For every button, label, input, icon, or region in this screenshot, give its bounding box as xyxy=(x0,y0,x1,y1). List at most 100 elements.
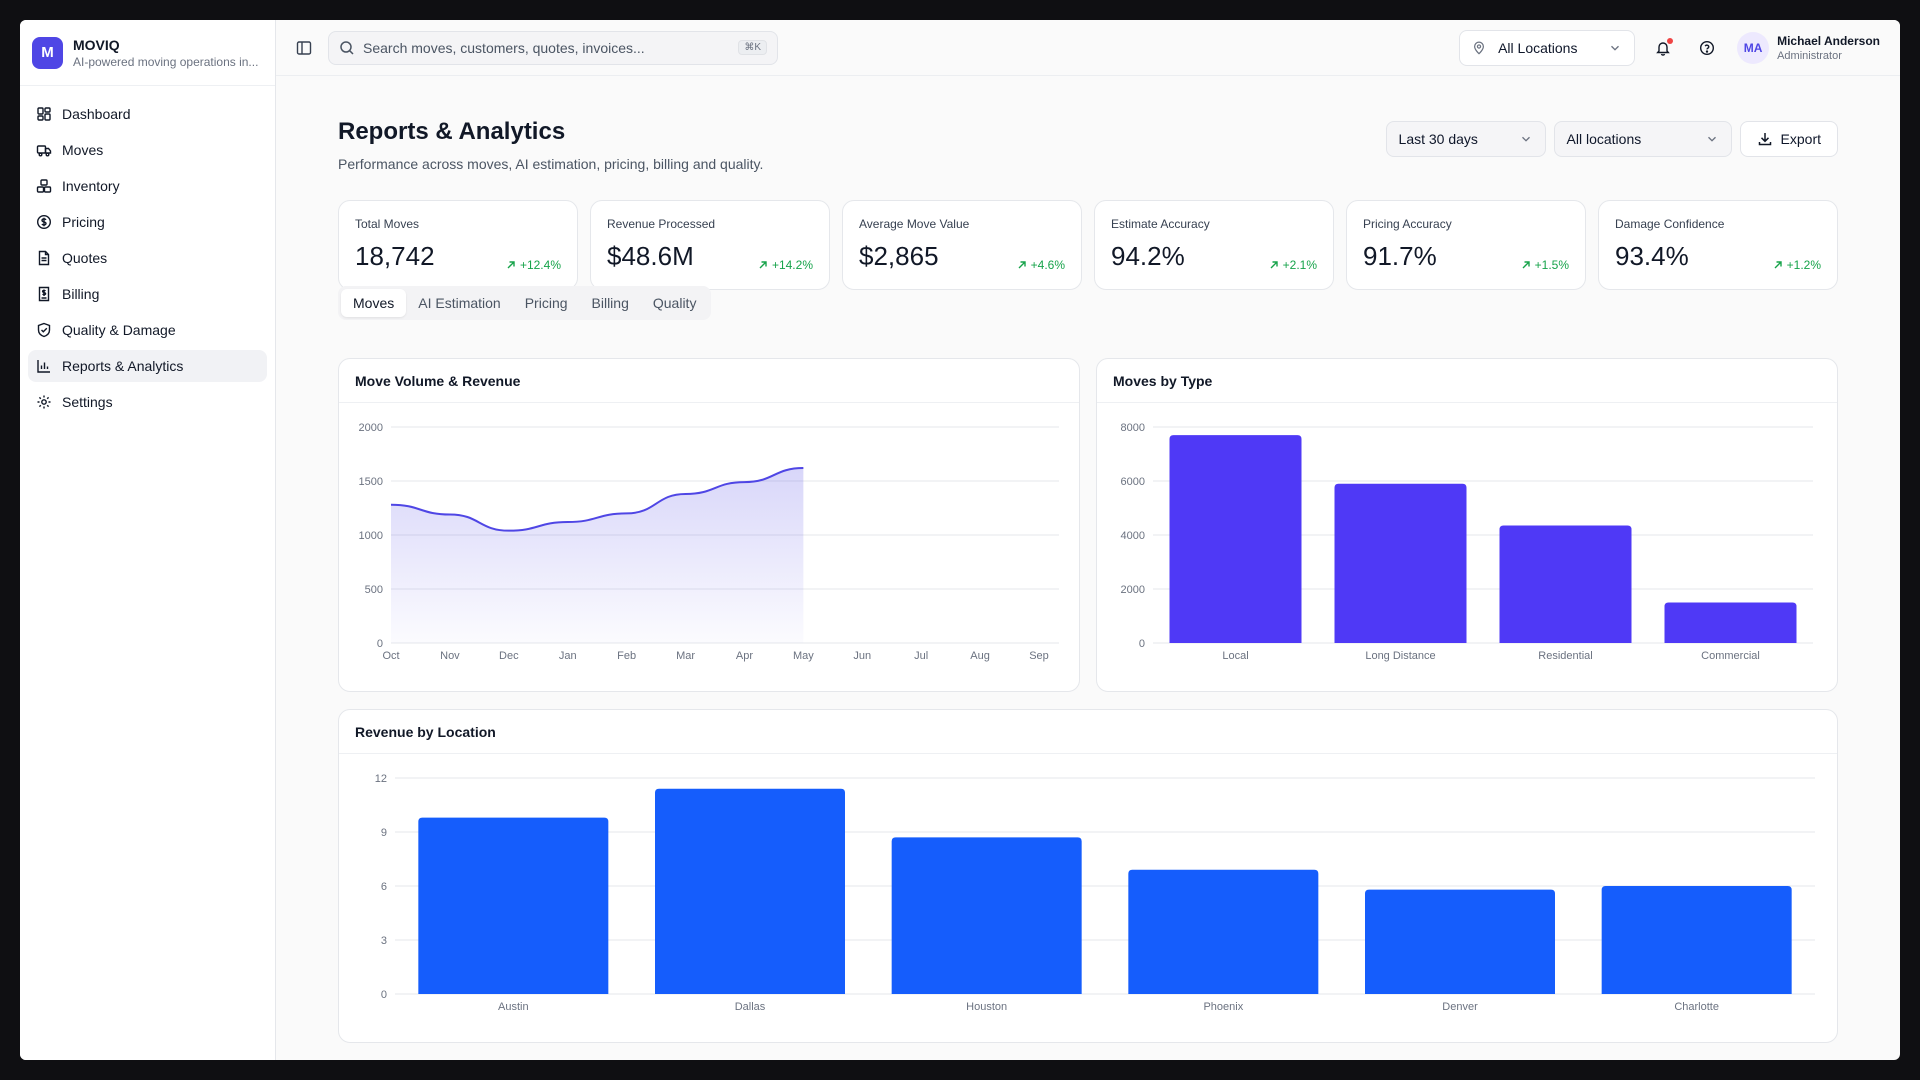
sidebar-item-settings[interactable]: Settings xyxy=(28,386,267,418)
sidebar-item-quality-damage[interactable]: Quality & Damage xyxy=(28,314,267,346)
y-tick-label: 6 xyxy=(381,881,387,893)
arrow-up-right-icon xyxy=(759,261,767,269)
stat-card-revenue-processed: Revenue Processed $48.6M +14.2% xyxy=(590,200,830,290)
x-tick-label: Local xyxy=(1222,650,1248,662)
bar xyxy=(1601,886,1792,994)
x-tick-label: Commercial xyxy=(1701,650,1760,662)
stats-row: Total Moves 18,742 +12.4% Revenue Proces… xyxy=(338,200,1838,290)
gear-icon xyxy=(37,395,51,409)
x-tick-label: Phoenix xyxy=(1203,1001,1243,1013)
chevron-down-icon xyxy=(1611,45,1620,51)
truck-icon xyxy=(36,145,52,157)
page-actions: Last 30 days All locations Export xyxy=(1378,121,1838,157)
sidebar-item-dashboard[interactable]: Dashboard xyxy=(28,98,267,130)
move-volume-chart: 0 500 1000 1500 2000 Oct Nov Dec Jan Feb Mar Apr May… xyxy=(359,422,1059,662)
y-tick-label: 500 xyxy=(365,584,383,596)
export-button[interactable]: Export xyxy=(1739,121,1838,157)
bar xyxy=(891,837,1082,994)
y-tick-label: 8000 xyxy=(1121,422,1145,434)
sidebar-item-quotes[interactable]: Quotes xyxy=(28,242,267,274)
sidebar-item-label: Quality & Damage xyxy=(62,322,176,338)
tab-ai-estimation[interactable]: AI Estimation xyxy=(418,295,501,311)
x-tick-label: Charlotte xyxy=(1674,1001,1719,1013)
move-volume-card: Move Volume & Revenue 0 500 1000 1500 2000 Oc… xyxy=(338,358,1080,692)
chevron-down-icon xyxy=(1521,136,1530,142)
stat-value: 91.7% xyxy=(1363,241,1437,271)
sidebar-item-label: Reports & Analytics xyxy=(62,358,184,374)
y-tick-label: 0 xyxy=(377,638,383,650)
bell-icon xyxy=(1656,41,1670,56)
avatar[interactable]: MA xyxy=(1737,31,1770,64)
x-tick-label: Apr xyxy=(736,650,753,662)
sidebar-item-pricing[interactable]: Pricing xyxy=(28,206,267,238)
stat-value: 93.4% xyxy=(1615,241,1689,271)
y-tick-label: 0 xyxy=(1139,638,1145,650)
sidebar-item-label: Billing xyxy=(62,286,100,302)
sidebar-item-label: Pricing xyxy=(62,214,105,230)
y-tick-label: 3 xyxy=(381,935,387,947)
location-select-value: All Locations xyxy=(1498,39,1578,56)
sidebar-item-inventory[interactable]: Inventory xyxy=(28,170,267,202)
stat-delta-value: +4.6% xyxy=(1030,258,1065,272)
arrow-up-right-icon xyxy=(1270,261,1278,269)
card-title: Moves by Type xyxy=(1097,359,1837,403)
arrow-up-right-icon xyxy=(1018,261,1026,269)
stat-delta: +4.6% xyxy=(1017,258,1065,272)
locations-select[interactable]: All locations xyxy=(1553,121,1732,157)
bar xyxy=(655,788,845,994)
search-icon xyxy=(340,40,354,55)
stat-label: Total Moves xyxy=(355,217,420,231)
stat-delta-value: +2.1% xyxy=(1282,258,1317,272)
notifications-button[interactable] xyxy=(1647,32,1679,64)
tab-quality[interactable]: Quality xyxy=(652,295,697,311)
stat-label: Damage Confidence xyxy=(1615,217,1725,231)
stat-delta: +1.2% xyxy=(1773,258,1821,272)
y-tick-label: 1000 xyxy=(359,530,383,542)
x-tick-label: Jun xyxy=(853,650,871,662)
x-tick-label: Residential xyxy=(1538,650,1592,662)
stat-value: 18,742 xyxy=(355,241,435,271)
moves-by-type-chart: 0 2000 4000 6000 8000 Local Long Distance Resid… xyxy=(1121,422,1813,662)
stat-delta: +2.1% xyxy=(1269,258,1317,272)
sidebar-nav: Dashboard Moves Inventory Pricing Quotes… xyxy=(20,86,275,434)
tab-billing[interactable]: Billing xyxy=(591,295,629,311)
stat-label: Average Move Value xyxy=(859,217,970,231)
bar xyxy=(1169,435,1302,643)
chevron-down-icon xyxy=(1707,136,1716,142)
y-tick-label: 9 xyxy=(381,827,387,839)
location-select[interactable]: All Locations xyxy=(1459,29,1636,66)
stat-card-pricing-accuracy: Pricing Accuracy 91.7% +1.5% xyxy=(1346,200,1586,290)
help-button[interactable] xyxy=(1691,32,1723,64)
invoice-icon xyxy=(38,286,50,302)
x-tick-label: May xyxy=(793,650,814,662)
bar xyxy=(1334,483,1467,643)
user-role: Administrator xyxy=(1777,49,1842,62)
stat-card-average-move-value: Average Move Value $2,865 +4.6% xyxy=(842,200,1082,290)
moves-by-type-card: Moves by Type 0 2000 4000 6000 8000 Local Long… xyxy=(1096,358,1838,692)
tab-moves[interactable]: Moves xyxy=(341,289,407,317)
sidebar-item-billing[interactable]: Billing xyxy=(28,278,267,310)
user-info[interactable]: Michael Anderson Administrator xyxy=(1777,34,1880,62)
stat-delta-value: +12.4% xyxy=(519,258,561,272)
sidebar-item-moves[interactable]: Moves xyxy=(28,134,267,166)
shield-icon xyxy=(37,322,51,338)
sidebar-toggle-button[interactable] xyxy=(290,34,318,62)
sidebar-item-reports-analytics[interactable]: Reports & Analytics xyxy=(28,350,267,382)
series-area xyxy=(391,468,804,643)
user-name: Michael Anderson xyxy=(1777,33,1880,48)
bar xyxy=(1128,869,1319,994)
date-range-select[interactable]: Last 30 days xyxy=(1385,121,1546,157)
panel-left-icon xyxy=(296,40,312,55)
search-box: ⌘K xyxy=(328,30,778,65)
search-input[interactable] xyxy=(363,39,739,56)
stat-delta: +14.2% xyxy=(758,258,813,272)
bar xyxy=(1499,525,1632,643)
x-tick-label: Feb xyxy=(617,650,636,662)
y-tick-label: 2000 xyxy=(359,422,383,434)
tab-pricing[interactable]: Pricing xyxy=(524,295,568,311)
download-icon xyxy=(1758,133,1771,146)
report-tabs: Moves AI Estimation Pricing Billing Qual… xyxy=(338,286,712,320)
card-title: Revenue by Location xyxy=(339,710,1837,754)
bar xyxy=(418,817,609,994)
brand[interactable]: M MOVIQ AI-powered moving operations in.… xyxy=(20,20,275,86)
